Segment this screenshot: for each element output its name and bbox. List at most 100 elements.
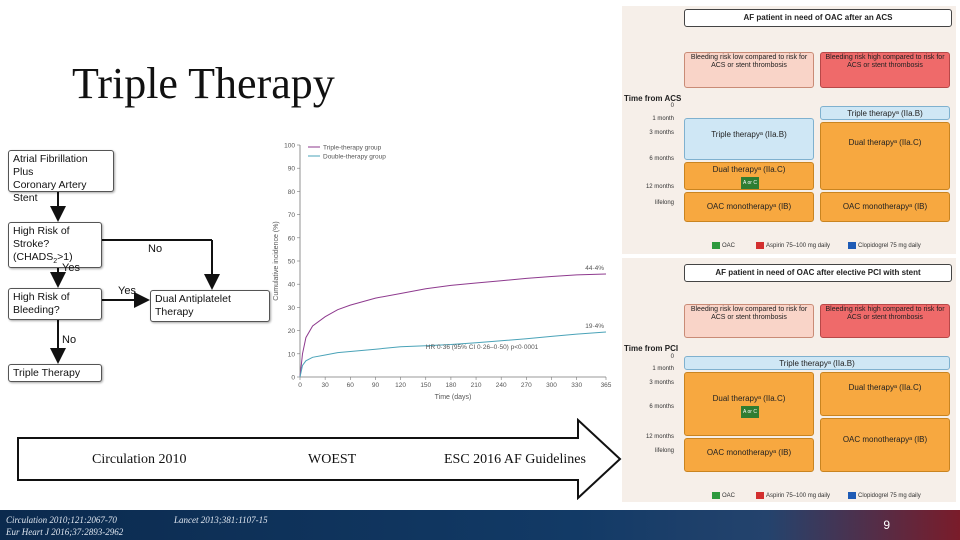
box-stroke-end: >1) — [57, 251, 73, 263]
x-tick-label: 150 — [420, 382, 431, 389]
acs-time-6: 6 months — [649, 156, 674, 162]
pci-dual-high: Dual therapyᵃ (IIa.C) — [820, 372, 950, 416]
pci-time-lifelong: lifelong — [654, 448, 674, 454]
pci-time-0: 0 — [670, 354, 674, 360]
y-tick-label: 80 — [288, 189, 296, 196]
series-line-triple — [299, 273, 607, 378]
y-tick-label: 10 — [288, 351, 296, 358]
acs-oac-high: OAC monotherapyᵃ (IB) — [820, 192, 950, 222]
label-no-bleed: No — [62, 334, 77, 346]
ref-esc-2016: ESC 2016 AF Guidelines — [444, 452, 586, 467]
footer-ref-lancet: Lancet 2013;381:1107-15 — [174, 515, 268, 525]
slide-title: Triple Therapy — [72, 59, 335, 108]
x-tick-label: 0 — [298, 382, 302, 389]
x-tick-label: 270 — [521, 382, 532, 389]
pci-oac-low: OAC monotherapyᵃ (IB) — [684, 438, 814, 472]
acs-time-title: Time from ACS — [624, 94, 682, 103]
y-tick-label: 90 — [288, 166, 296, 173]
x-tick-label: 210 — [471, 382, 482, 389]
legend-entry: Triple-therapy group — [323, 145, 382, 152]
acs-time-lifelong: lifelong — [654, 200, 674, 206]
acs-oac-low: OAC monotherapyᵃ (IB) — [684, 192, 814, 222]
y-tick-label: 40 — [288, 282, 296, 289]
series-end-label: 44·4% — [585, 265, 604, 272]
pci-header: AF patient in need of OAC after elective… — [684, 264, 952, 282]
legend-entry: Double-therapy group — [323, 154, 386, 161]
y-tick-label: 50 — [288, 259, 296, 266]
acs-time-0: 0 — [670, 103, 674, 109]
acs-time-1: 1 month — [652, 116, 674, 122]
box-triple-therapy: Triple Therapy — [8, 364, 102, 382]
acs-header: AF patient in need of OAC after an ACS — [684, 9, 952, 27]
pci-legend-aspirin: Aspirin 75–100 mg daily — [756, 492, 830, 499]
x-axis-label: Time (days) — [435, 394, 472, 401]
timeline-arrow — [17, 418, 622, 500]
x-tick-label: 240 — [496, 382, 507, 389]
pci-time-1: 1 month — [652, 366, 674, 372]
acs-triple-low: Triple therapyᵃ (IIa.B) — [684, 118, 814, 160]
acs-high-risk: Bleeding risk high compared to risk for … — [820, 52, 950, 88]
pci-tag-aorc: A or C — [741, 406, 759, 418]
panel-pci: AF patient in need of OAC after elective… — [622, 258, 956, 502]
y-tick-label: 0 — [291, 375, 295, 382]
x-tick-label: 330 — [571, 382, 582, 389]
label-no-stroke: No — [148, 243, 163, 255]
panel-acs: AF patient in need of OAC after an ACS B… — [622, 6, 956, 254]
x-tick-label: 90 — [372, 382, 380, 389]
footer-ref-circulation: Circulation 2010;121:2067-70 — [6, 515, 117, 525]
acs-legend-oac: OAC — [712, 242, 735, 249]
box-stroke-risk: High Risk of Stroke? (CHADS2>1) — [8, 222, 102, 268]
acs-dual-low-label: Dual therapyᵃ (IIa.C) — [712, 165, 786, 174]
acs-time-3: 3 months — [649, 130, 674, 136]
y-tick-label: 100 — [284, 143, 295, 150]
x-tick-label: 365 — [601, 382, 612, 389]
y-tick-label: 70 — [288, 212, 296, 219]
x-tick-label: 180 — [445, 382, 456, 389]
pci-legend-clopidogrel: Clopidogrel 75 mg daily — [848, 492, 921, 499]
pci-dual-low: Dual therapyᵃ (IIa.C) A or C — [684, 372, 814, 436]
box-dual-antiplatelet: Dual Antiplatelet Therapy — [150, 290, 270, 322]
y-tick-label: 30 — [288, 305, 296, 312]
box-af-stent: Atrial Fibrillation Plus Coronary Artery… — [8, 150, 114, 204]
woest-chart: 0 10 20 30 40 50 60 70 80 90 100 0 30 60 90 120 150 180 21… — [273, 143, 612, 402]
pci-legend-oac: OAC — [712, 492, 735, 499]
pci-oac-high: OAC monotherapyᵃ (IB) — [820, 418, 950, 472]
ref-circulation-2010: Circulation 2010 — [92, 452, 187, 467]
pci-high-risk: Bleeding risk high compared to risk for … — [820, 304, 950, 338]
ref-woest: WOEST — [308, 452, 357, 467]
x-tick-label: 300 — [546, 382, 557, 389]
page-number: 9 — [883, 518, 890, 532]
x-tick-label: 120 — [395, 382, 406, 389]
label-yes-bleed: Yes — [118, 285, 136, 297]
x-tick-label: 60 — [347, 382, 355, 389]
label-yes-stroke: Yes — [62, 262, 80, 274]
acs-tag-aorc: A or C — [741, 177, 759, 189]
pci-time-12: 12 months — [645, 434, 674, 440]
series-line-double — [299, 331, 607, 378]
footer-ref-ehj: Eur Heart J 2016;37:2893-2962 — [6, 527, 124, 537]
pci-time-3: 3 months — [649, 380, 674, 386]
box-stroke-subscript: 2 — [53, 258, 58, 266]
acs-legend-clopidogrel: Clopidogrel 75 mg daily — [848, 242, 921, 249]
series-end-label: 19·4% — [585, 323, 604, 330]
acs-legend-aspirin: Aspirin 75–100 mg daily — [756, 242, 830, 249]
pci-time-6: 6 months — [649, 404, 674, 410]
x-tick-label: 30 — [322, 382, 330, 389]
acs-low-risk: Bleeding risk low compared to risk for A… — [684, 52, 814, 88]
hr-annotation: HR 0·36 (95% CI 0·26–0·50) p<0·0001 — [426, 344, 539, 351]
pci-time-title: Time from PCI — [624, 344, 679, 353]
acs-dual-high: Dual therapyᵃ (IIa.C) — [820, 122, 950, 190]
pci-low-risk: Bleeding risk low compared to risk for A… — [684, 304, 814, 338]
flowchart-connectors — [50, 192, 220, 364]
box-stroke-text: High Risk of Stroke? (CHADS — [13, 225, 70, 263]
y-tick-label: 20 — [288, 328, 296, 335]
y-tick-label: 60 — [288, 235, 296, 242]
pci-dual-low-label: Dual therapyᵃ (IIa.C) — [712, 394, 786, 403]
footer-bar: Circulation 2010;121:2067-70 Eur Heart J… — [0, 510, 960, 540]
box-bleed-risk: High Risk of Bleeding? — [8, 288, 102, 320]
pci-triple: Triple therapyᵃ (IIa.B) — [684, 356, 950, 370]
acs-time-12: 12 months — [645, 184, 674, 190]
y-axis-label: Cumulative incidence (%) — [273, 221, 280, 300]
acs-triple-high: Triple therapyᵃ (IIa.B) — [820, 106, 950, 120]
acs-dual-low: Dual therapyᵃ (IIa.C) A or C — [684, 162, 814, 190]
